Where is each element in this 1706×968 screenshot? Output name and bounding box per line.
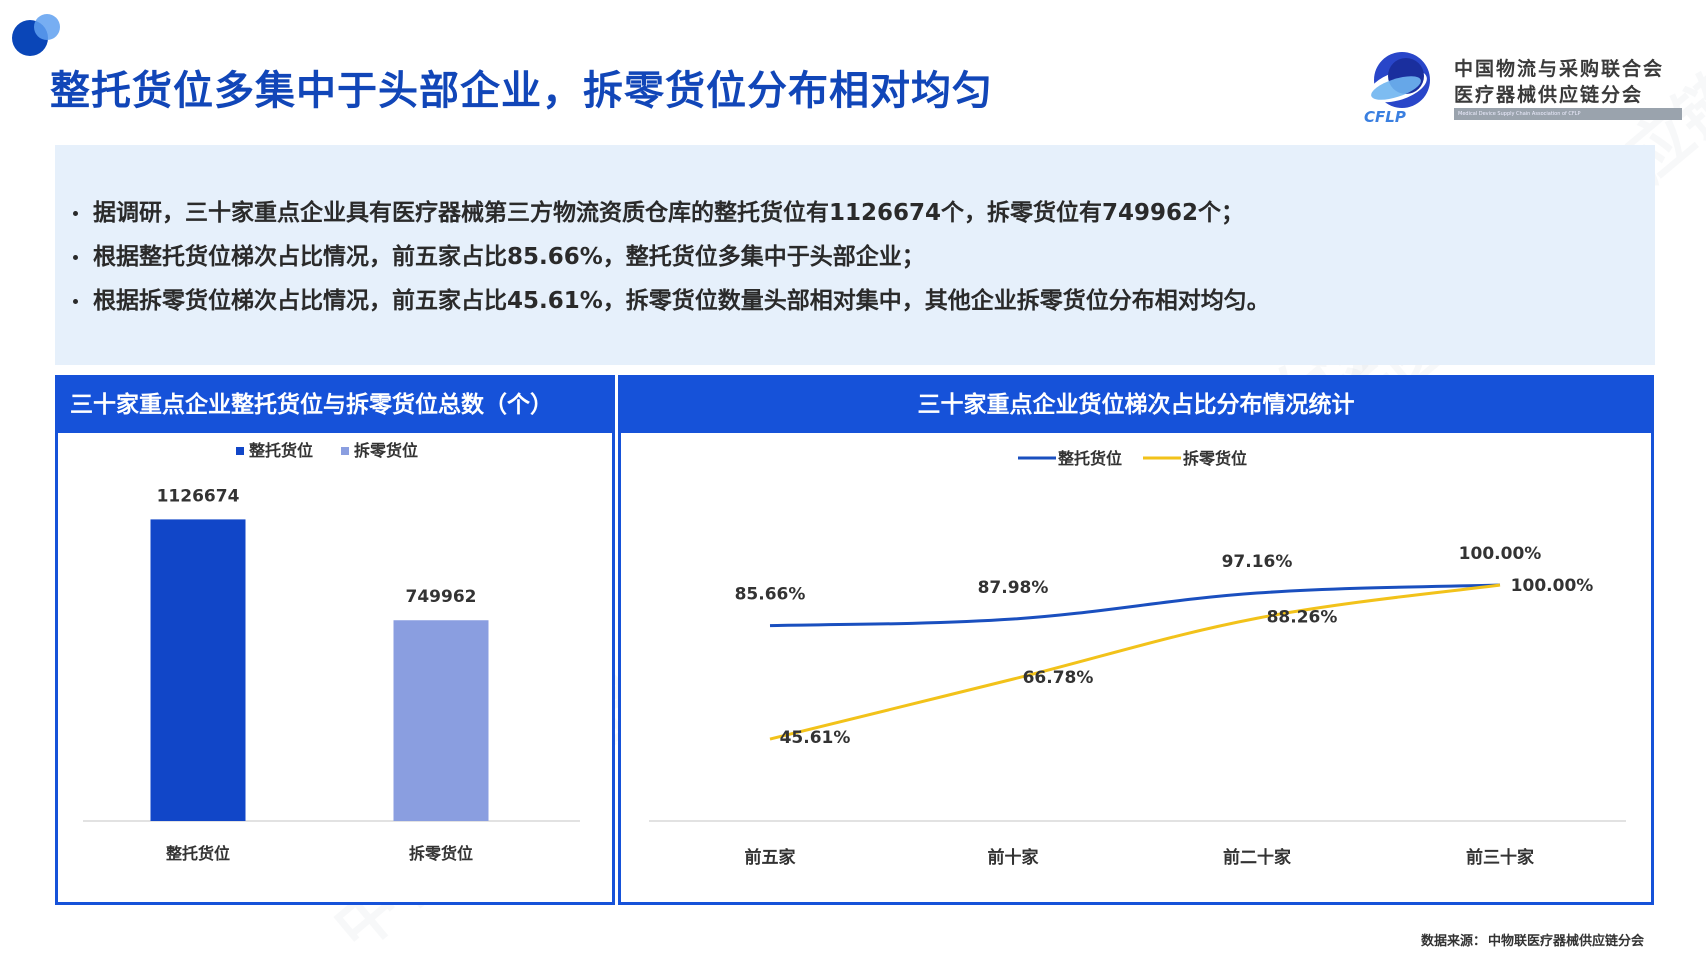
summary-bullet: 根据拆零货位梯次占比情况，前五家占比45.61%，拆零货位数量头部相对集中，其他… [93,279,1655,323]
x-tick-label: 前十家 [988,847,1039,868]
data-label: 85.66% [735,585,806,605]
legend-label: 整托货位 [1057,449,1122,468]
line-chart-title: 三十家重点企业货位梯次占比分布情况统计 [621,378,1651,433]
bar-chart: 整托货位拆零货位1126674整托货位749962拆零货位 [58,433,612,902]
summary-box: 据调研，三十家重点企业具有医疗器械第三方物流资质仓库的整托货位有1126674个… [55,145,1655,365]
data-label: 45.61% [780,728,851,748]
data-label: 88.26% [1267,607,1338,627]
legend-label: 整托货位 [248,441,313,460]
series-line [770,585,1500,626]
data-label: 66.78% [1023,668,1094,688]
logo-org-line1: 中国物流与采购联合会 [1454,54,1664,81]
x-tick-label: 拆零货位 [409,844,473,863]
data-label: 97.16% [1222,552,1293,572]
data-label: 87.98% [978,578,1049,598]
summary-bullet: 根据整托货位梯次占比情况，前五家占比85.66%，整托货位多集中于头部企业； [93,235,1655,279]
data-source-value: 中物联医疗器械供应链分会 [1488,934,1644,949]
logo-brand-text: CFLP [1364,108,1406,126]
bar [394,620,489,821]
bar-chart-title: 三十家重点企业整托货位与拆零货位总数（个） [58,378,612,433]
data-source: 数据来源：中物联医疗器械供应链分会 [1419,930,1644,949]
legend-swatch [341,447,349,455]
data-label: 100.00% [1511,576,1594,596]
summary-list: 据调研，三十家重点企业具有医疗器械第三方物流资质仓库的整托货位有1126674个… [55,145,1655,323]
organization-logo: CFLP 中国物流与采购联合会 医疗器械供应链分会 Medical Device… [1362,46,1692,128]
decor-dot-small [34,14,60,40]
x-tick-label: 前二十家 [1223,847,1291,868]
bar [151,519,246,821]
logo-org-line2: 医疗器械供应链分会 [1454,80,1643,107]
logo-org-english: Medical Device Supply Chain Association … [1454,108,1682,120]
data-label: 100.00% [1459,544,1542,564]
legend-swatch [236,447,244,455]
x-tick-label: 前三十家 [1466,847,1534,868]
x-tick-label: 前五家 [745,847,796,868]
data-source-label: 数据来源： [1421,934,1486,949]
page-title: 整托货位多集中于头部企业，拆零货位分布相对均匀 [50,58,993,116]
x-tick-label: 整托货位 [165,844,230,863]
bar-value-label: 1126674 [157,486,240,506]
legend-label: 拆零货位 [1183,449,1247,468]
summary-bullet: 据调研，三十家重点企业具有医疗器械第三方物流资质仓库的整托货位有1126674个… [93,191,1655,235]
series-line [770,585,1500,739]
line-chart-panel: 三十家重点企业货位梯次占比分布情况统计 整托货位 拆零货位 85.66% 87.98%… [618,375,1654,905]
legend-label: 拆零货位 [354,441,418,460]
line-chart: 整托货位 拆零货位 85.66% 87.98% 97.16% 100.00% 45.61% 6… [621,433,1651,902]
bar-value-label: 749962 [406,587,477,607]
cflp-globe-icon: CFLP [1362,46,1438,126]
